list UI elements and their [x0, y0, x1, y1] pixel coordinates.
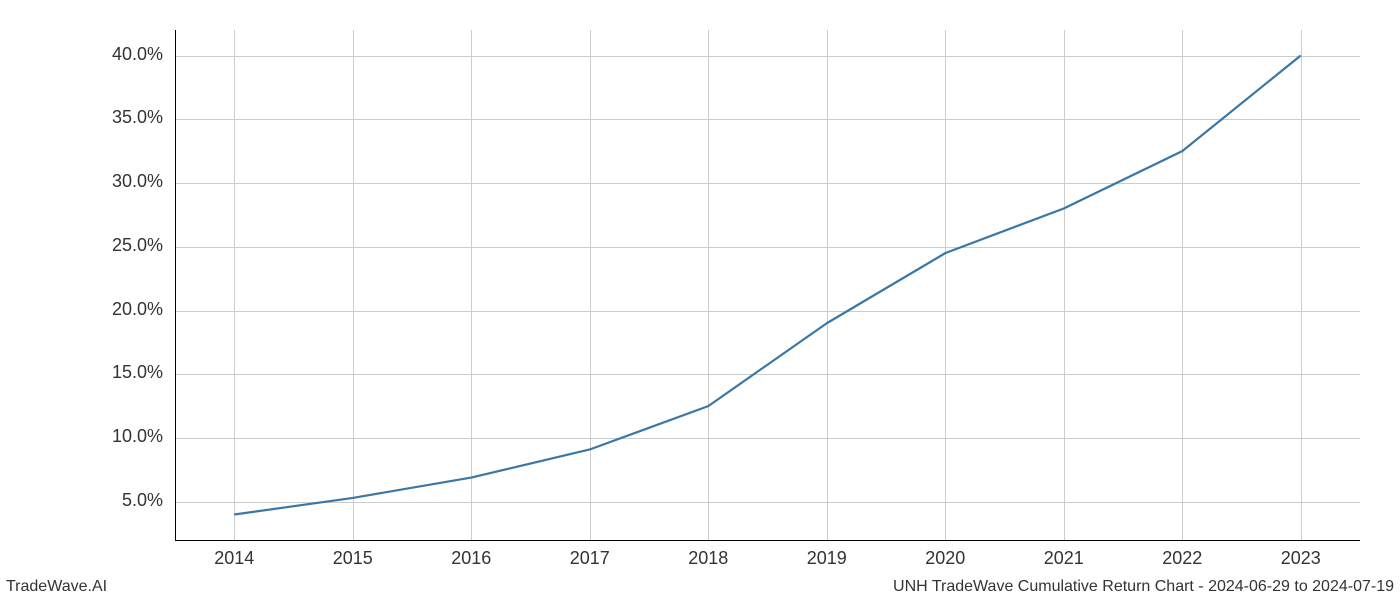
y-tick-label: 20.0%	[73, 299, 163, 320]
plot-area: 2014201520162017201820192020202120222023…	[175, 30, 1360, 540]
x-tick-label: 2020	[905, 548, 985, 569]
x-axis-line	[175, 540, 1360, 541]
y-tick-label: 25.0%	[73, 235, 163, 256]
y-tick-label: 30.0%	[73, 171, 163, 192]
x-tick-label: 2022	[1142, 548, 1222, 569]
x-tick-label: 2019	[787, 548, 867, 569]
cumulative-return-line	[234, 56, 1301, 515]
x-tick-label: 2017	[550, 548, 630, 569]
x-tick-label: 2018	[668, 548, 748, 569]
x-tick-label: 2016	[431, 548, 511, 569]
y-tick-label: 10.0%	[73, 426, 163, 447]
x-tick-label: 2015	[313, 548, 393, 569]
y-tick-label: 5.0%	[73, 490, 163, 511]
x-tick-label: 2021	[1024, 548, 1104, 569]
y-tick-label: 35.0%	[73, 107, 163, 128]
watermark-left: TradeWave.AI	[6, 578, 107, 596]
line-series-svg	[175, 30, 1360, 540]
chart-caption: UNH TradeWave Cumulative Return Chart - …	[893, 578, 1394, 596]
x-tick-label: 2023	[1261, 548, 1341, 569]
y-tick-label: 15.0%	[73, 362, 163, 383]
x-tick-label: 2014	[194, 548, 274, 569]
y-tick-label: 40.0%	[73, 44, 163, 65]
chart-container: 2014 2015 2016 2017 2018 2019 2020 2021 2022 2023…	[0, 0, 1400, 600]
